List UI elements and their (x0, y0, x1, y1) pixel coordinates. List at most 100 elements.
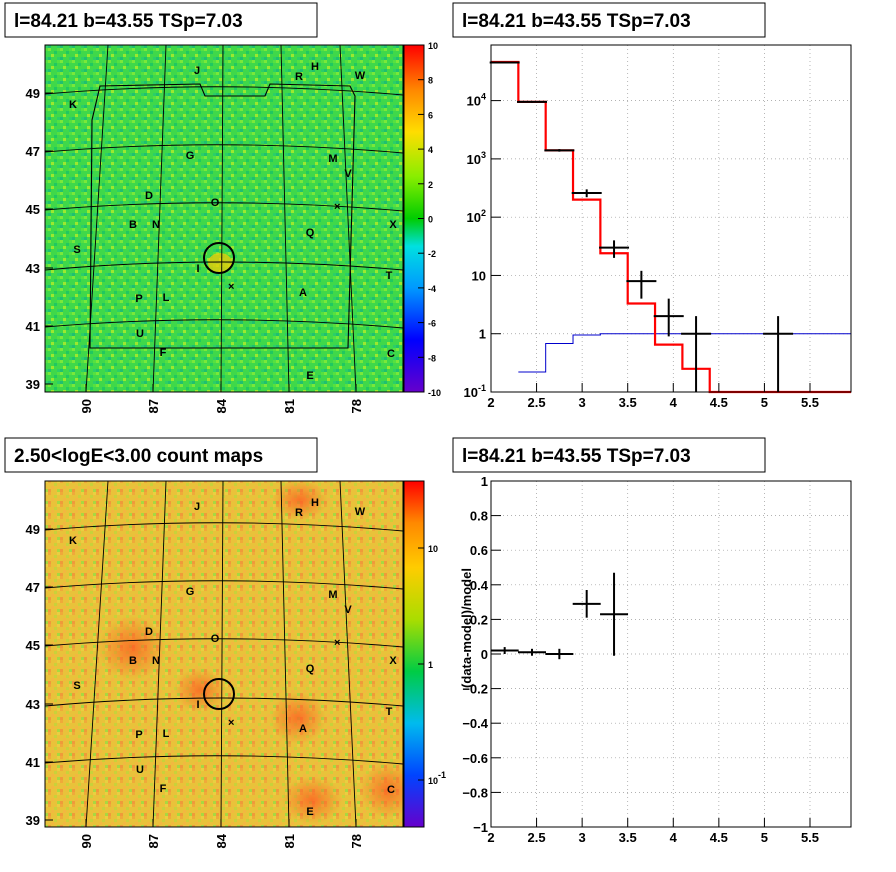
count-hotspot-c (360, 762, 416, 818)
lon-line-87 (152, 44, 167, 393)
residual-map-title: l=84.21 b=43.55 TSp=7.03 (14, 11, 243, 32)
colorbar-tick-label: 2 (428, 180, 433, 190)
x-tick-label: 4 (670, 830, 678, 845)
y-tick-label: 103 (467, 150, 486, 167)
residual-panel: l=84.21 b=43.55 TSp=7.03 2 2.5 3 3.5 4 4.5 5 5.… (452, 437, 852, 845)
y-tick-label: 41 (26, 755, 40, 770)
residual-colorbar-ticks: 10 8 6 4 2 0 -2 -4 -6 -8 -10 (418, 41, 441, 398)
y-tick-label: 1 (479, 327, 486, 342)
source-label-f: F (160, 783, 167, 795)
lon-line-81 (280, 480, 290, 828)
source-label-h: H (311, 61, 319, 73)
y-tick-label: 0 (481, 647, 488, 662)
residual-map-source-labels: J RH W K G MV D O B N Q X S I T P L A U F C E (69, 61, 397, 382)
count-colorbar-ticks: 10 1 10-1 (418, 544, 446, 786)
residual-map-image (45, 45, 403, 392)
y-tick-label: −1 (473, 820, 488, 835)
data-point (518, 648, 547, 656)
y-tick-label: 0.6 (470, 543, 488, 558)
x-tick-label: 5 (761, 830, 768, 845)
lon-line-81 (280, 44, 290, 393)
lat-line-41 (44, 319, 404, 329)
source-label-v: V (344, 604, 352, 616)
residual-title: l=84.21 b=43.55 TSp=7.03 (462, 446, 691, 467)
source-label-a: A (299, 287, 307, 299)
source-label-d: D (145, 626, 153, 638)
residual-colorbar (404, 45, 424, 392)
y-tick-label: 39 (26, 377, 40, 392)
y-tick-label: −0.8 (462, 785, 488, 800)
source-label-q: Q (306, 227, 315, 239)
count-colorbar (404, 481, 424, 827)
y-tick-label: 10-1 (464, 383, 486, 400)
x-tick-label: 3 (579, 830, 586, 845)
count-hotspot-h (272, 480, 328, 520)
x-tick-label: 78 (349, 399, 364, 413)
x-tick-label: 90 (79, 399, 94, 413)
colorbar-tick-label: -10 (428, 388, 441, 398)
source-label-t: T (386, 270, 393, 282)
source-label-k: K (69, 535, 77, 547)
x-tick-label: 2 (487, 395, 494, 410)
y-tick-label: 104 (467, 92, 486, 109)
target-circle (203, 242, 235, 274)
source-label-g: G (186, 586, 195, 598)
data-point (626, 270, 657, 299)
source-label-c: C (387, 348, 395, 360)
spectrum-panel: l=84.21 b=43.55 TSp=7.03 2 2.5 3 3.5 4 4.5 5 5.… (452, 2, 852, 410)
source-label-m: M (328, 589, 337, 601)
x-tick-label: 5.5 (801, 830, 819, 845)
roi-boundary (89, 83, 356, 349)
x-tick-label: 4 (670, 395, 678, 410)
source-label-a: A (299, 723, 307, 735)
source-label-e: E (306, 806, 313, 818)
data-point (763, 316, 794, 392)
colorbar-tick-label: -8 (428, 353, 436, 363)
lon-line-78 (339, 480, 357, 828)
source-label-q: Q (306, 663, 315, 675)
source-label-p: P (135, 293, 142, 305)
y-tick-label: 49 (26, 86, 40, 101)
lon-line-87 (152, 480, 167, 828)
residual-y-axis-label: (data-model)/model (459, 568, 474, 688)
count-map-y-ticks: 39 41 43 45 47 49 (26, 522, 53, 828)
x-tick-label: 5 (761, 395, 768, 410)
x-tick-label: 2.5 (528, 830, 546, 845)
residual-map-frame (44, 44, 404, 393)
colorbar-tick-label: 8 (428, 76, 433, 86)
residual-plot (490, 572, 629, 660)
data-point (489, 61, 520, 64)
y-tick-label: 41 (26, 319, 40, 334)
y-tick-label: 47 (26, 144, 40, 159)
source-label-s: S (73, 680, 80, 692)
secondary-cross: × (334, 201, 340, 213)
residual-y-ticks: 1 0.8 0.6 0.4 0.2 0 −0.2 −0.4 −0.6 −0.8 −1 (462, 474, 501, 835)
data-point (571, 189, 602, 198)
y-tick-label: 0.4 (470, 578, 489, 593)
y-tick-label: 1 (481, 474, 488, 489)
x-tick-label: 87 (146, 834, 161, 848)
count-hotspot-a (270, 692, 326, 744)
y-tick-label: −0.6 (462, 751, 488, 766)
source-label-l: L (163, 728, 170, 740)
residual-map-x-ticks: 90 87 84 81 78 (79, 384, 364, 413)
lat-line-49 (44, 86, 404, 96)
y-tick-label: −0.4 (462, 716, 488, 731)
x-tick-label: 81 (282, 834, 297, 848)
data-point (653, 298, 684, 337)
lat-line-49 (44, 522, 404, 532)
secondary-cross: × (334, 637, 340, 649)
y-tick-label: 45 (26, 638, 40, 653)
y-tick-label: 102 (467, 208, 486, 225)
colorbar-tick-label: -2 (428, 249, 436, 259)
colorbar-tick-label: 0 (428, 215, 433, 225)
colorbar-tick-label: -6 (428, 319, 436, 329)
x-tick-label: 90 (79, 834, 94, 848)
target-circle (203, 678, 235, 710)
count-map-panel: 2.50<logE<3.00 count maps × × J RH W K G MV D O… (4, 437, 446, 848)
count-map-title-box (4, 437, 318, 473)
spectrum-title-box (452, 2, 766, 38)
colorbar-tick-label: 10 (428, 544, 438, 554)
source-label-n: N (152, 655, 160, 667)
